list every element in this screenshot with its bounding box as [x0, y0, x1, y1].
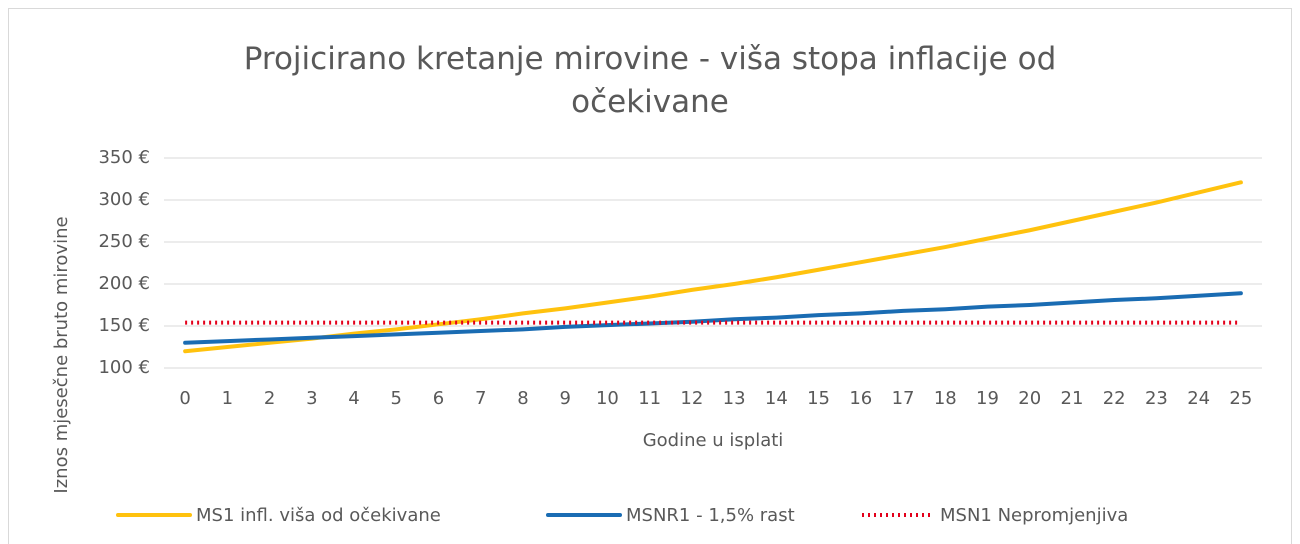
x-tick-label: 23	[1145, 388, 1168, 409]
x-tick-label: 25	[1229, 388, 1252, 409]
x-tick-label: 9	[559, 388, 570, 409]
x-tick-label: 11	[638, 388, 661, 409]
x-axis-title: Godine u isplati	[643, 430, 784, 451]
x-tick-label: 18	[934, 388, 957, 409]
x-tick-label: 6	[433, 388, 444, 409]
y-tick-label: 300 €	[98, 189, 150, 210]
x-tick-label: 1	[222, 388, 233, 409]
x-tick-label: 15	[807, 388, 830, 409]
y-axis-title: Iznos mjesečne bruto mirovine	[51, 216, 72, 493]
legend-label: MSNR1 - 1,5% rast	[626, 505, 795, 526]
y-tick-label: 150 €	[98, 315, 150, 336]
x-tick-label: 22	[1103, 388, 1126, 409]
x-tick-label: 20	[1018, 388, 1041, 409]
x-tick-label: 8	[517, 388, 528, 409]
x-tick-label: 21	[1061, 388, 1084, 409]
x-tick-label: 3	[306, 388, 317, 409]
x-tick-label: 14	[765, 388, 788, 409]
x-tick-label: 10	[596, 388, 619, 409]
y-tick-label: 350 €	[98, 147, 150, 168]
x-tick-label: 16	[849, 388, 872, 409]
chart-border	[8, 8, 1292, 544]
y-tick-label: 200 €	[98, 273, 150, 294]
chart-title: Projicirano kretanje mirovine - viša sto…	[243, 41, 1057, 120]
y-tick-label: 250 €	[98, 231, 150, 252]
x-tick-label: 5	[391, 388, 402, 409]
x-tick-label: 24	[1187, 388, 1210, 409]
legend-label: MSN1 Nepromjenjiva	[940, 505, 1128, 526]
x-tick-label: 17	[892, 388, 915, 409]
series-line	[183, 291, 1243, 345]
x-tick-label: 0	[179, 388, 190, 409]
series-line	[183, 180, 1243, 354]
x-tick-label: 7	[475, 388, 486, 409]
x-tick-label: 19	[976, 388, 999, 409]
x-tick-label: 12	[680, 388, 703, 409]
x-tick-label: 13	[723, 388, 746, 409]
legend-label: MS1 infl. viša od očekivane	[196, 505, 441, 526]
x-tick-label: 4	[348, 388, 359, 409]
x-tick-label: 2	[264, 388, 275, 409]
y-tick-label: 100 €	[98, 357, 150, 378]
